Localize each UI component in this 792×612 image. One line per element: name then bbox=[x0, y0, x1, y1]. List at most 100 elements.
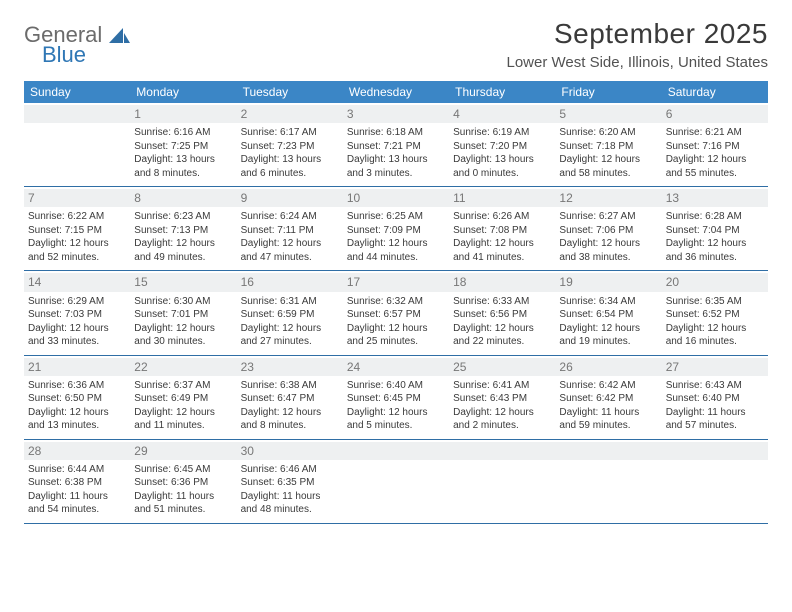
daylight-text: Daylight: 12 hours and 36 minutes. bbox=[666, 237, 764, 264]
brand-logo: General Blue bbox=[24, 18, 131, 49]
dow-saturday: Saturday bbox=[662, 81, 768, 103]
sunset-text: Sunset: 7:04 PM bbox=[666, 224, 764, 238]
day-number: 29 bbox=[130, 442, 236, 460]
dow-monday: Monday bbox=[130, 81, 236, 103]
daylight-text: Daylight: 12 hours and 44 minutes. bbox=[347, 237, 445, 264]
sunset-text: Sunset: 6:57 PM bbox=[347, 308, 445, 322]
sunrise-text: Sunrise: 6:25 AM bbox=[347, 210, 445, 224]
dow-thursday: Thursday bbox=[449, 81, 555, 103]
day-number: 25 bbox=[449, 358, 555, 376]
daylight-text: Daylight: 12 hours and 33 minutes. bbox=[28, 322, 126, 349]
day-cell: 25Sunrise: 6:41 AMSunset: 6:43 PMDayligh… bbox=[449, 356, 555, 439]
daylight-text: Daylight: 12 hours and 41 minutes. bbox=[453, 237, 551, 264]
sunset-text: Sunset: 7:21 PM bbox=[347, 140, 445, 154]
daylight-text: Daylight: 13 hours and 6 minutes. bbox=[241, 153, 339, 180]
day-number: 16 bbox=[237, 273, 343, 291]
sunrise-text: Sunrise: 6:42 AM bbox=[559, 379, 657, 393]
day-cell: 23Sunrise: 6:38 AMSunset: 6:47 PMDayligh… bbox=[237, 356, 343, 439]
daylight-text: Daylight: 12 hours and 49 minutes. bbox=[134, 237, 232, 264]
day-cell: 9Sunrise: 6:24 AMSunset: 7:11 PMDaylight… bbox=[237, 187, 343, 270]
sunrise-text: Sunrise: 6:33 AM bbox=[453, 295, 551, 309]
sunrise-text: Sunrise: 6:17 AM bbox=[241, 126, 339, 140]
sunset-text: Sunset: 6:45 PM bbox=[347, 392, 445, 406]
sunset-text: Sunset: 7:15 PM bbox=[28, 224, 126, 238]
sunset-text: Sunset: 7:08 PM bbox=[453, 224, 551, 238]
sunrise-text: Sunrise: 6:34 AM bbox=[559, 295, 657, 309]
day-number: 30 bbox=[237, 442, 343, 460]
day-number: 24 bbox=[343, 358, 449, 376]
sunset-text: Sunset: 7:09 PM bbox=[347, 224, 445, 238]
day-cell: 20Sunrise: 6:35 AMSunset: 6:52 PMDayligh… bbox=[662, 271, 768, 354]
sunrise-text: Sunrise: 6:22 AM bbox=[28, 210, 126, 224]
day-number: 3 bbox=[343, 105, 449, 123]
day-number: 14 bbox=[24, 273, 130, 291]
day-number: 1 bbox=[130, 105, 236, 123]
sunrise-text: Sunrise: 6:27 AM bbox=[559, 210, 657, 224]
day-cell bbox=[24, 103, 130, 186]
day-cell: 19Sunrise: 6:34 AMSunset: 6:54 PMDayligh… bbox=[555, 271, 661, 354]
sunset-text: Sunset: 6:56 PM bbox=[453, 308, 551, 322]
brand-sail-icon bbox=[109, 26, 131, 49]
daylight-text: Daylight: 12 hours and 58 minutes. bbox=[559, 153, 657, 180]
day-number-empty bbox=[449, 442, 555, 460]
sunrise-text: Sunrise: 6:30 AM bbox=[134, 295, 232, 309]
sunset-text: Sunset: 7:13 PM bbox=[134, 224, 232, 238]
day-number-empty bbox=[555, 442, 661, 460]
sunset-text: Sunset: 7:20 PM bbox=[453, 140, 551, 154]
dow-tuesday: Tuesday bbox=[237, 81, 343, 103]
day-cell: 24Sunrise: 6:40 AMSunset: 6:45 PMDayligh… bbox=[343, 356, 449, 439]
daylight-text: Daylight: 12 hours and 22 minutes. bbox=[453, 322, 551, 349]
day-number: 9 bbox=[237, 189, 343, 207]
sunset-text: Sunset: 6:47 PM bbox=[241, 392, 339, 406]
day-cell: 30Sunrise: 6:46 AMSunset: 6:35 PMDayligh… bbox=[237, 440, 343, 523]
sunset-text: Sunset: 6:50 PM bbox=[28, 392, 126, 406]
sunset-text: Sunset: 6:38 PM bbox=[28, 476, 126, 490]
sunset-text: Sunset: 7:16 PM bbox=[666, 140, 764, 154]
sunrise-text: Sunrise: 6:26 AM bbox=[453, 210, 551, 224]
day-cell bbox=[555, 440, 661, 523]
calendar-grid: Sunday Monday Tuesday Wednesday Thursday… bbox=[24, 81, 768, 524]
sunrise-text: Sunrise: 6:38 AM bbox=[241, 379, 339, 393]
daylight-text: Daylight: 13 hours and 3 minutes. bbox=[347, 153, 445, 180]
daylight-text: Daylight: 13 hours and 8 minutes. bbox=[134, 153, 232, 180]
daylight-text: Daylight: 12 hours and 8 minutes. bbox=[241, 406, 339, 433]
sunrise-text: Sunrise: 6:41 AM bbox=[453, 379, 551, 393]
day-number: 28 bbox=[24, 442, 130, 460]
day-number-empty bbox=[24, 105, 130, 123]
day-cell: 8Sunrise: 6:23 AMSunset: 7:13 PMDaylight… bbox=[130, 187, 236, 270]
day-of-week-header: Sunday Monday Tuesday Wednesday Thursday… bbox=[24, 81, 768, 103]
daylight-text: Daylight: 11 hours and 51 minutes. bbox=[134, 490, 232, 517]
day-number-empty bbox=[662, 442, 768, 460]
day-cell: 18 Sunrise: 6:33 AMSunset: 6:56 PMDayligh… bbox=[449, 271, 555, 354]
day-cell: 17Sunrise: 6:32 AMSunset: 6:57 PMDayligh… bbox=[343, 271, 449, 354]
daylight-text: Daylight: 12 hours and 38 minutes. bbox=[559, 237, 657, 264]
sunrise-text: Sunrise: 6:45 AM bbox=[134, 463, 232, 477]
day-cell: 13Sunrise: 6:28 AMSunset: 7:04 PMDayligh… bbox=[662, 187, 768, 270]
day-number: 21 bbox=[24, 358, 130, 376]
daylight-text: Daylight: 12 hours and 19 minutes. bbox=[559, 322, 657, 349]
daylight-text: Daylight: 13 hours and 0 minutes. bbox=[453, 153, 551, 180]
sunset-text: Sunset: 6:59 PM bbox=[241, 308, 339, 322]
day-number: 18 bbox=[449, 273, 555, 291]
sunset-text: Sunset: 6:52 PM bbox=[666, 308, 764, 322]
sunrise-text: Sunrise: 6:23 AM bbox=[134, 210, 232, 224]
sunset-text: Sunset: 6:42 PM bbox=[559, 392, 657, 406]
daylight-text: Daylight: 12 hours and 25 minutes. bbox=[347, 322, 445, 349]
day-number: 2 bbox=[237, 105, 343, 123]
day-number: 5 bbox=[555, 105, 661, 123]
sunset-text: Sunset: 7:01 PM bbox=[134, 308, 232, 322]
calendar-page: General Blue September 2025 Lower West S… bbox=[0, 0, 792, 524]
sunrise-text: Sunrise: 6:18 AM bbox=[347, 126, 445, 140]
daylight-text: Daylight: 12 hours and 30 minutes. bbox=[134, 322, 232, 349]
daylight-text: Daylight: 12 hours and 2 minutes. bbox=[453, 406, 551, 433]
sunset-text: Sunset: 7:25 PM bbox=[134, 140, 232, 154]
day-cell bbox=[343, 440, 449, 523]
day-cell: 6Sunrise: 6:21 AMSunset: 7:16 PMDaylight… bbox=[662, 103, 768, 186]
day-cell: 26Sunrise: 6:42 AMSunset: 6:42 PMDayligh… bbox=[555, 356, 661, 439]
daylight-text: Daylight: 11 hours and 54 minutes. bbox=[28, 490, 126, 517]
day-cell: 2Sunrise: 6:17 AMSunset: 7:23 PMDaylight… bbox=[237, 103, 343, 186]
title-block: September 2025 Lower West Side, Illinois… bbox=[506, 18, 768, 71]
sunrise-text: Sunrise: 6:20 AM bbox=[559, 126, 657, 140]
day-cell bbox=[449, 440, 555, 523]
daylight-text: Daylight: 12 hours and 55 minutes. bbox=[666, 153, 764, 180]
